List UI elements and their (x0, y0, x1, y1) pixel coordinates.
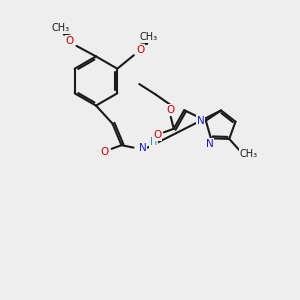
Text: N: N (206, 139, 213, 149)
Text: H: H (150, 137, 157, 147)
Text: N: N (139, 142, 146, 153)
Text: CH₃: CH₃ (140, 32, 158, 42)
Text: CH₃: CH₃ (51, 23, 69, 33)
Text: N: N (196, 116, 204, 126)
Text: O: O (167, 105, 175, 115)
Text: O: O (66, 35, 74, 46)
Text: O: O (153, 130, 161, 140)
Text: O: O (100, 147, 108, 157)
Text: O: O (136, 45, 145, 55)
Text: CH₃: CH₃ (240, 149, 258, 159)
